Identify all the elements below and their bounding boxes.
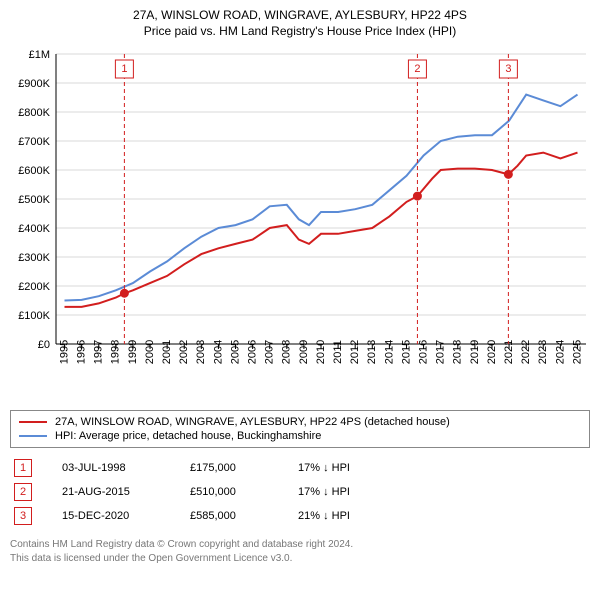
sales-table: 1 03-JUL-1998 £175,000 17% ↓ HPI 2 21-AUG-201… [10,456,590,528]
svg-text:2013: 2013 [366,340,378,364]
svg-text:2003: 2003 [195,340,207,364]
svg-text:£500K: £500K [18,194,50,206]
svg-text:2005: 2005 [229,340,241,364]
title-line-1: 27A, WINSLOW ROAD, WINGRAVE, AYLESBURY, … [10,8,590,22]
sale-hpi-delta: 17% ↓ HPI [298,486,408,498]
sale-price: £585,000 [190,510,280,522]
svg-text:£900K: £900K [18,78,50,90]
sale-date: 21-AUG-2015 [62,486,172,498]
sale-hpi-delta: 17% ↓ HPI [298,462,408,474]
svg-text:2015: 2015 [400,340,412,364]
sale-marker-box: 2 [14,483,32,501]
svg-text:2019: 2019 [469,340,481,364]
sale-date: 15-DEC-2020 [62,510,172,522]
sale-price: £175,000 [190,462,280,474]
sale-marker-box: 1 [14,459,32,477]
svg-text:2002: 2002 [178,340,190,364]
sale-price: £510,000 [190,486,280,498]
line-chart-svg: £0 £100K £200K £300K £400K £500K £600K £700K £80… [10,44,590,404]
legend-swatch [19,435,47,437]
svg-text:2006: 2006 [247,340,259,364]
attribution-line-2: This data is licensed under the Open Gov… [10,552,590,566]
legend-swatch [19,421,47,423]
svg-text:2017: 2017 [435,340,447,364]
svg-text:2025: 2025 [571,340,583,364]
svg-text:1997: 1997 [93,340,105,364]
svg-text:2000: 2000 [144,340,156,364]
sales-row: 3 15-DEC-2020 £585,000 21% ↓ HPI [10,504,590,528]
svg-text:£400K: £400K [18,223,50,235]
svg-text:2022: 2022 [520,340,532,364]
attribution-block: Contains HM Land Registry data © Crown c… [10,538,590,565]
svg-text:2012: 2012 [349,340,361,364]
legend-row: HPI: Average price, detached house, Buck… [19,429,581,443]
svg-text:1995: 1995 [58,340,70,364]
svg-text:2010: 2010 [315,340,327,364]
svg-text:2009: 2009 [298,340,310,364]
sale-marker-box: 3 [14,507,32,525]
svg-text:2008: 2008 [281,340,293,364]
svg-text:2021: 2021 [503,340,515,364]
chart-area: £0 £100K £200K £300K £400K £500K £600K £700K £80… [10,44,590,404]
svg-text:3: 3 [505,63,511,75]
legend-row: 27A, WINSLOW ROAD, WINGRAVE, AYLESBURY, … [19,415,581,429]
svg-text:£200K: £200K [18,281,50,293]
svg-text:2014: 2014 [383,340,395,364]
svg-text:1998: 1998 [110,340,122,364]
svg-text:£800K: £800K [18,107,50,119]
sale-date: 03-JUL-1998 [62,462,172,474]
svg-text:2020: 2020 [486,340,498,364]
legend: 27A, WINSLOW ROAD, WINGRAVE, AYLESBURY, … [10,410,590,448]
svg-text:1: 1 [121,63,127,75]
svg-text:2004: 2004 [212,340,224,364]
svg-text:2001: 2001 [161,340,173,364]
svg-text:£300K: £300K [18,252,50,264]
chart-title-block: 27A, WINSLOW ROAD, WINGRAVE, AYLESBURY, … [10,8,590,38]
svg-text:£0: £0 [38,339,50,351]
sales-row: 1 03-JUL-1998 £175,000 17% ↓ HPI [10,456,590,480]
legend-label: 27A, WINSLOW ROAD, WINGRAVE, AYLESBURY, … [55,416,450,428]
svg-text:2023: 2023 [537,340,549,364]
sales-row: 2 21-AUG-2015 £510,000 17% ↓ HPI [10,480,590,504]
svg-text:£600K: £600K [18,165,50,177]
svg-text:£700K: £700K [18,136,50,148]
sale-hpi-delta: 21% ↓ HPI [298,510,408,522]
svg-text:2024: 2024 [554,340,566,364]
svg-text:2007: 2007 [264,340,276,364]
svg-text:1996: 1996 [76,340,88,364]
svg-text:2: 2 [414,63,420,75]
svg-text:£1M: £1M [29,49,50,61]
svg-text:2018: 2018 [452,340,464,364]
title-line-2: Price paid vs. HM Land Registry's House … [10,24,590,38]
svg-text:2016: 2016 [417,340,429,364]
svg-text:£100K: £100K [18,310,50,322]
attribution-line-1: Contains HM Land Registry data © Crown c… [10,538,590,552]
svg-text:1999: 1999 [127,340,139,364]
legend-label: HPI: Average price, detached house, Buck… [55,430,321,442]
